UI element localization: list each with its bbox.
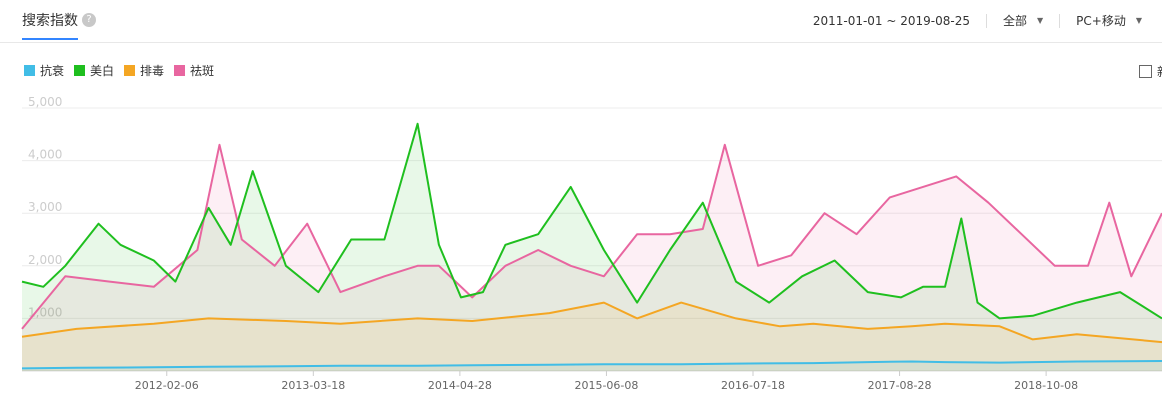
series-line xyxy=(21,122,1162,320)
series-line xyxy=(21,360,1162,370)
divider xyxy=(986,13,987,28)
series-area xyxy=(22,123,1162,371)
divider xyxy=(1059,13,1061,28)
checkbox-box[interactable] xyxy=(1139,65,1152,78)
legend-item-quban[interactable]: 祛斑 xyxy=(174,62,214,79)
legend-swatch xyxy=(174,65,186,76)
series-area xyxy=(22,302,1162,371)
device-dropdown[interactable]: PC+移动 ▼ xyxy=(1076,12,1142,29)
date-range[interactable]: 2011-01-01 ~ 2019-08-25 xyxy=(812,13,970,28)
y-tick-label: 2,000 xyxy=(28,253,62,267)
legend-item-paidu[interactable]: 排毒 xyxy=(124,62,164,79)
legend-label: 祛斑 xyxy=(190,64,215,78)
x-tick-label: 2017-08-28 xyxy=(868,379,932,392)
legend-label: 美白 xyxy=(90,64,115,78)
x-tick-label: 2013-03-18 xyxy=(281,379,345,392)
active-tab-underline xyxy=(22,38,78,40)
legend-item-meibai[interactable]: 美白 xyxy=(74,62,114,79)
y-tick-label: 4,000 xyxy=(28,148,62,162)
x-tick-label: 2014-04-28 xyxy=(428,379,492,392)
y-tick-label: 3,000 xyxy=(28,200,62,214)
device-label: PC+移动 xyxy=(1076,14,1126,28)
legend-label: 排毒 xyxy=(140,64,165,78)
chart-header: 搜索指数 ? 2011-01-01 ~ 2019-08-25 全部 ▼ PC+移… xyxy=(0,0,1162,43)
x-tick-label: 2015-06-08 xyxy=(574,379,638,392)
legend-swatch xyxy=(24,65,35,76)
x-tick-label: 2012-02-06 xyxy=(135,379,199,392)
legend-swatch xyxy=(124,65,136,76)
series-line xyxy=(21,143,1162,330)
series-area xyxy=(22,144,1162,371)
chart-controls: 2011-01-01 ~ 2019-08-25 全部 ▼ PC+移动 ▼ xyxy=(813,12,1142,29)
chevron-down-icon: ▼ xyxy=(1037,16,1044,25)
y-tick-label: 1,000 xyxy=(28,305,62,319)
series-line xyxy=(21,301,1162,344)
tab-label: 搜索指数 xyxy=(22,13,78,29)
new-checkbox[interactable]: 新 xyxy=(1139,63,1162,80)
region-dropdown[interactable]: 全部 ▼ xyxy=(1003,12,1043,29)
x-tick-label: 2018-10-08 xyxy=(1014,379,1078,392)
x-tick-label: 2016-07-18 xyxy=(721,379,785,392)
help-icon[interactable]: ? xyxy=(82,13,96,27)
chart-legend: 抗衰 美白 排毒 祛斑 xyxy=(24,62,224,79)
tab-search-index[interactable]: 搜索指数 ? xyxy=(22,10,96,30)
legend-swatch xyxy=(74,65,86,76)
y-tick-label: 5,000 xyxy=(28,95,62,109)
checkbox-label: 新 xyxy=(1157,63,1162,80)
series-area xyxy=(22,361,1162,371)
legend-item-kangshuai[interactable]: 抗衰 xyxy=(24,62,64,79)
legend-label: 抗衰 xyxy=(40,64,65,78)
line-chart: 1,000 2,000 3,000 4,000 5,000 2012-02-06 2013-… xyxy=(21,95,1162,392)
region-label: 全部 xyxy=(1003,14,1028,28)
chevron-down-icon: ▼ xyxy=(1135,16,1142,25)
